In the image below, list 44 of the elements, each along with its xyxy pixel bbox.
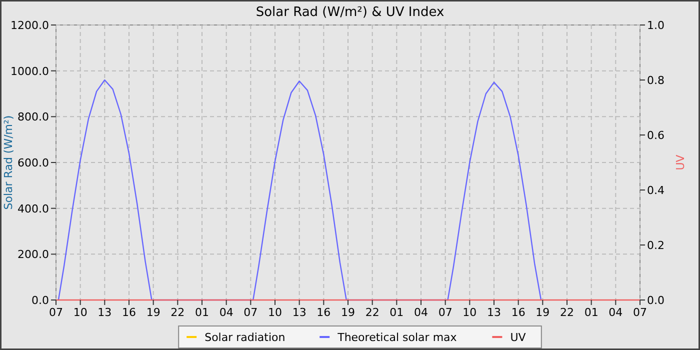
x-tick-label: 13 xyxy=(487,306,501,319)
x-tick-label: 04 xyxy=(219,306,234,319)
x-tick-label: 13 xyxy=(98,306,112,319)
y2-tick-label: 0.2 xyxy=(647,239,664,252)
y2-axis-title: UV xyxy=(674,154,687,170)
chart-title: Solar Rad (W/m²) & UV Index xyxy=(256,5,444,20)
x-tick-label: 22 xyxy=(365,306,380,319)
x-tick-label: 19 xyxy=(146,306,160,319)
y-tick-label: 800.0 xyxy=(18,110,49,124)
y2-tick-label: 0.8 xyxy=(647,74,664,87)
x-tick-label: 01 xyxy=(390,306,404,319)
x-tick-label: 13 xyxy=(292,306,306,319)
y2-tick-label: 1.0 xyxy=(647,19,664,32)
x-tick-label: 16 xyxy=(122,306,136,319)
y2-tick-label: 0.6 xyxy=(647,129,664,142)
y-tick-label: 400.0 xyxy=(18,202,49,216)
y2-tick-label: 0.4 xyxy=(647,184,664,197)
x-tick-label: 10 xyxy=(462,306,477,319)
legend-label: Solar radiation xyxy=(204,331,286,344)
x-tick-label: 10 xyxy=(268,306,282,319)
x-tick-label: 22 xyxy=(170,306,185,319)
y-axis-title: Solar Rad (W/m²) xyxy=(2,115,15,210)
x-tick-label: 07 xyxy=(438,306,452,319)
x-tick-label: 07 xyxy=(244,306,258,319)
x-tick-label: 22 xyxy=(560,306,574,319)
x-tick-label: 01 xyxy=(584,306,598,319)
x-tick-label: 16 xyxy=(316,306,331,319)
x-tick-label: 01 xyxy=(195,306,209,319)
x-tick-label: 07 xyxy=(49,306,63,319)
y-tick-label: 600.0 xyxy=(18,156,49,170)
y-tick-label: 1000.0 xyxy=(10,64,49,78)
y-tick-label: 200.0 xyxy=(18,248,49,262)
x-tick-label: 04 xyxy=(608,306,623,319)
legend-label: UV xyxy=(510,331,526,344)
x-tick-label: 19 xyxy=(341,306,355,319)
x-tick-label: 07 xyxy=(633,306,647,319)
legend-label: Theoretical solar max xyxy=(336,331,458,344)
y2-tick-label: 0.0 xyxy=(647,294,664,307)
y-tick-label: 1200.0 xyxy=(10,19,49,32)
y-tick-label: 0.0 xyxy=(32,294,49,307)
x-tick-label: 16 xyxy=(511,306,526,319)
x-tick-label: 04 xyxy=(414,306,428,319)
x-tick-label: 10 xyxy=(73,306,88,319)
x-tick-label: 19 xyxy=(536,306,550,319)
